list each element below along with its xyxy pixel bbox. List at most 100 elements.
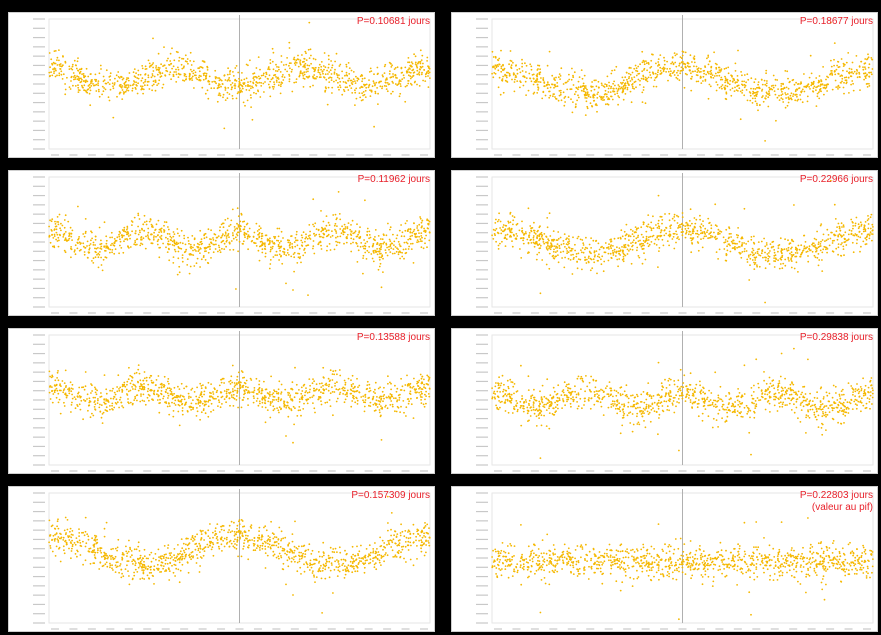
data-point <box>198 74 201 77</box>
data-point <box>600 258 602 261</box>
data-point <box>611 69 613 72</box>
data-point <box>587 95 590 98</box>
data-point <box>580 85 582 88</box>
data-point <box>521 229 524 232</box>
data-point <box>239 224 242 227</box>
data-point <box>540 77 542 79</box>
data-point <box>132 383 135 386</box>
data-point <box>856 238 858 241</box>
data-point <box>391 252 394 255</box>
data-point <box>812 87 815 90</box>
data-point <box>774 84 777 87</box>
data-point <box>203 393 206 396</box>
data-point <box>403 77 405 79</box>
data-point <box>146 84 149 87</box>
data-point <box>171 401 173 404</box>
data-point <box>352 394 354 397</box>
data-point <box>821 259 823 261</box>
data-point <box>97 88 100 91</box>
data-point <box>102 80 105 83</box>
data-point <box>289 241 292 244</box>
data-point <box>624 246 627 249</box>
data-point <box>601 84 603 86</box>
data-point <box>404 252 407 255</box>
data-point <box>498 212 500 215</box>
data-point <box>521 62 524 65</box>
data-point <box>678 64 680 67</box>
data-point <box>527 251 530 254</box>
data-point <box>60 73 63 76</box>
data-point <box>407 74 410 77</box>
data-point <box>830 231 832 234</box>
data-point <box>635 237 638 240</box>
data-point <box>187 62 189 65</box>
data-point <box>286 239 289 242</box>
data-point <box>328 71 331 73</box>
data-point <box>223 242 226 245</box>
data-point <box>232 237 235 240</box>
data-point <box>276 77 279 80</box>
scatter-series <box>48 21 431 130</box>
data-point <box>619 254 622 256</box>
data-point <box>593 99 596 102</box>
data-point <box>782 88 784 90</box>
data-point <box>382 400 384 403</box>
data-point <box>209 248 211 250</box>
data-point <box>675 241 677 244</box>
data-point <box>787 96 790 99</box>
data-point <box>596 259 599 262</box>
data-point <box>822 233 825 236</box>
data-point <box>610 72 613 75</box>
data-point <box>57 370 59 372</box>
data-point <box>677 236 679 238</box>
data-point <box>568 246 570 249</box>
data-point <box>682 62 685 65</box>
data-point <box>761 83 764 86</box>
data-point <box>168 63 170 66</box>
data-point <box>688 220 691 222</box>
data-point <box>516 72 519 75</box>
data-point <box>353 390 355 393</box>
data-point <box>668 219 671 222</box>
data-point <box>591 267 594 270</box>
data-point <box>378 258 381 261</box>
data-point <box>594 254 596 256</box>
data-point <box>125 78 128 81</box>
data-point <box>179 241 182 244</box>
data-point <box>309 396 311 399</box>
data-point <box>530 227 533 229</box>
data-point <box>259 227 262 230</box>
data-point <box>113 82 116 84</box>
data-point <box>398 229 401 232</box>
data-point <box>657 238 660 241</box>
data-point <box>298 389 300 391</box>
data-point <box>228 242 231 245</box>
data-point <box>374 409 377 412</box>
data-point <box>388 73 391 75</box>
data-point <box>100 239 102 242</box>
data-point <box>53 50 56 52</box>
data-point <box>538 251 540 254</box>
data-point <box>374 84 376 87</box>
data-point <box>236 375 239 378</box>
data-point <box>756 104 758 106</box>
data-point <box>282 74 284 76</box>
data-point <box>671 217 674 220</box>
data-point <box>634 242 637 244</box>
data-point <box>825 248 827 251</box>
data-point <box>404 66 407 69</box>
data-point <box>56 216 59 218</box>
data-point <box>597 91 599 94</box>
data-point <box>507 71 509 74</box>
data-point <box>631 241 634 244</box>
data-point <box>220 85 222 88</box>
data-point <box>202 384 204 386</box>
data-point <box>549 248 552 251</box>
data-point <box>864 66 866 69</box>
data-point <box>396 77 398 79</box>
data-point <box>635 69 637 72</box>
data-point <box>868 71 870 74</box>
data-point <box>511 245 514 248</box>
data-point <box>499 227 501 229</box>
data-point <box>842 69 844 72</box>
